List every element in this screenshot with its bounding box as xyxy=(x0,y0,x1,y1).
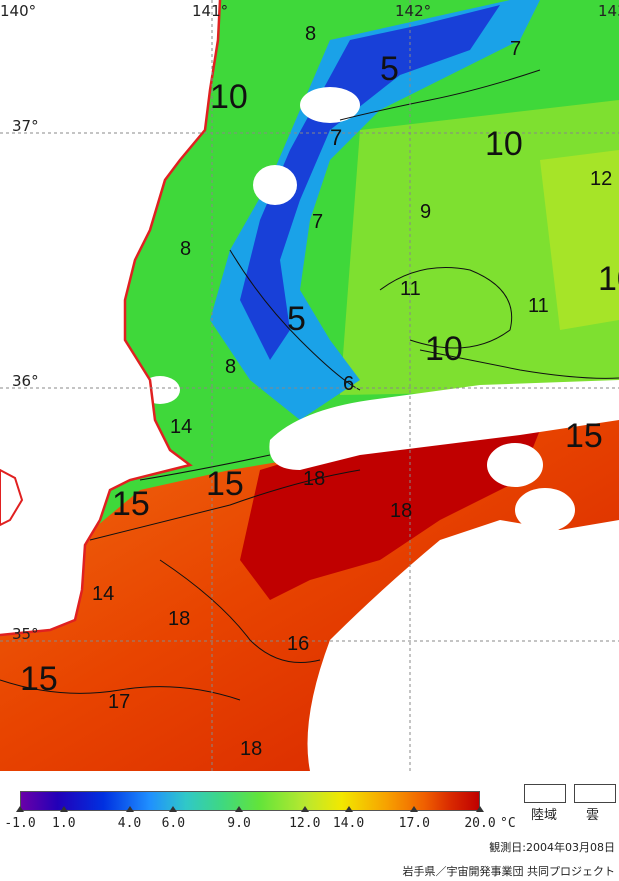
contour-labels: 8 5 7 10 7 10 12 9 7 8 11 11 10 5 8 6 10 14 15 18 15 18 15 14 18… xyxy=(20,23,619,760)
cloud-patch xyxy=(253,165,297,205)
contour-label: 18 xyxy=(390,500,412,522)
contour-label: 14 xyxy=(92,583,114,605)
unit-label: °C xyxy=(500,816,516,831)
scale-tick-label: 14.0 xyxy=(332,816,365,831)
contour-label: 18 xyxy=(240,738,262,760)
lon-label-140: 140° xyxy=(0,2,36,20)
contour-label: 17 xyxy=(108,691,130,713)
sst-map: 37° 36° 35° 140° 141° 142° 143° 8 5 7 10 7 10… xyxy=(0,0,619,771)
lat-label-37: 37° xyxy=(12,117,39,135)
contour-label: 10 xyxy=(485,125,523,163)
contour-lines xyxy=(0,69,619,701)
contour-label: 9 xyxy=(420,201,431,223)
scale-tick-label: 1.0 xyxy=(52,816,76,831)
land-key-label: 陸域 xyxy=(531,808,558,823)
coastline xyxy=(0,0,222,637)
graticule xyxy=(0,0,619,771)
cloud-band xyxy=(269,380,619,470)
cloud-patch xyxy=(300,87,360,123)
cloud-patch xyxy=(515,488,575,532)
legend: -1.0 1.0 4.0 6.0 9.0 12.0 14.0 17.0 20.0 °C 陸域 雲… xyxy=(0,771,619,881)
scale-tick-label: 12.0 xyxy=(289,816,321,831)
scale-tick-mark xyxy=(169,806,178,812)
contour-label: 5 xyxy=(380,50,399,88)
contour-label: 8 xyxy=(305,23,316,45)
land xyxy=(0,0,220,635)
contour-label: 16 xyxy=(287,633,309,655)
lat-label-36: 36° xyxy=(12,372,39,390)
scale-tick-mark xyxy=(344,806,353,812)
contour-label: 15 xyxy=(20,660,58,698)
warm-core xyxy=(240,425,540,600)
scale-tick-mark xyxy=(125,806,134,812)
contour-label: 10 xyxy=(425,330,463,368)
contour-label: 15 xyxy=(565,417,603,455)
scale-tick-label: 6.0 xyxy=(161,816,186,831)
scale-tick-label: 17.0 xyxy=(398,816,430,831)
contour-label: 10 xyxy=(210,78,248,116)
scale-tick-label: -1.0 xyxy=(4,816,36,831)
scale-tick-mark xyxy=(300,806,309,812)
contour-label: 10 xyxy=(598,260,619,298)
contour-label: 7 xyxy=(510,38,521,60)
contour-label: 6 xyxy=(343,373,354,395)
east-light-patch xyxy=(540,150,619,330)
scale-tick-mark xyxy=(16,806,24,812)
contour-label: 15 xyxy=(206,465,244,503)
scale-tick-label: 9.0 xyxy=(227,816,251,831)
contour-label: 18 xyxy=(168,608,190,630)
scale-tick-mark xyxy=(476,806,484,812)
cloud-key-swatch xyxy=(574,784,616,803)
lon-label-142: 142° xyxy=(395,2,431,20)
contour-label: 8 xyxy=(225,356,236,378)
contour-label: 11 xyxy=(528,295,549,317)
scale-tick-mark xyxy=(59,806,68,812)
cold-tongue xyxy=(210,0,540,420)
cloud-southeast xyxy=(307,520,619,771)
scale-tick-mark xyxy=(410,806,419,812)
color-scale-bar xyxy=(20,791,480,811)
contour-label: 5 xyxy=(287,300,306,338)
credit-text: 岩手県／宇宙開発事業団 共同プロジェクト xyxy=(402,865,616,878)
lat-label-35: 35° xyxy=(12,625,39,643)
contour-label: 14 xyxy=(170,416,192,438)
contour-label: 7 xyxy=(330,125,342,150)
contour-label: 8 xyxy=(180,238,191,260)
contour-label: 12 xyxy=(590,168,612,190)
contour-label: 18 xyxy=(303,468,325,490)
small-land-west xyxy=(0,468,24,527)
cloud-key-label: 雲 xyxy=(586,808,600,823)
contour-label: 7 xyxy=(312,211,323,233)
scale-tick-label: 4.0 xyxy=(117,816,142,831)
lon-label-141: 141° xyxy=(192,2,228,20)
lon-label-143: 143° xyxy=(598,2,619,20)
observation-date: 観測日:2004年03月08日 xyxy=(489,841,615,854)
contour-label: 15 xyxy=(112,485,150,523)
cloud-patch xyxy=(487,443,543,487)
contour-label: 11 xyxy=(400,278,421,300)
land-key-swatch xyxy=(524,784,566,803)
scale-tick-label: 20.0 xyxy=(464,816,496,831)
scale-tick-mark xyxy=(235,806,244,812)
